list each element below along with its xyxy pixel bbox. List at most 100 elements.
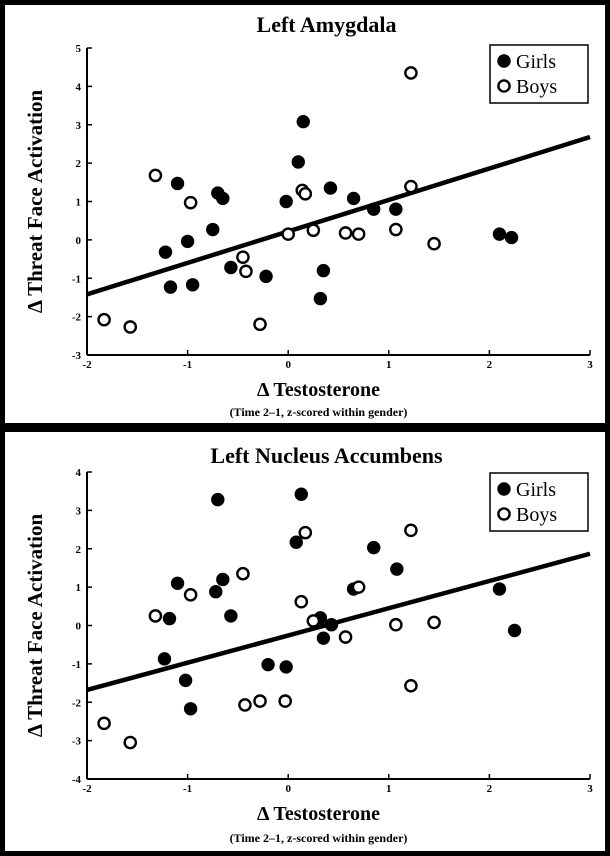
data-point-girls	[216, 191, 230, 206]
y-tick-label: 1	[76, 197, 82, 209]
data-point-girls	[259, 269, 273, 284]
data-point-boys	[253, 317, 267, 332]
data-point-girls	[211, 492, 225, 507]
series-boys	[97, 523, 441, 750]
data-point-boys	[238, 698, 252, 712]
data-point-girls	[316, 631, 331, 645]
data-point-boys	[294, 594, 309, 609]
y-axis-label: Δ Threat Face Activation	[23, 514, 47, 738]
data-point-boys	[338, 226, 353, 240]
y-tick-label: -4	[72, 774, 82, 786]
y-tick-label: -1	[72, 659, 81, 671]
data-point-boys	[389, 617, 403, 632]
series-boys	[97, 66, 441, 334]
data-point-girls	[170, 576, 185, 590]
y-tick-label: -3	[72, 350, 82, 362]
data-point-girls	[170, 176, 185, 191]
data-point-boys	[389, 222, 403, 237]
x-tick-label: 1	[386, 359, 392, 371]
x-tick-label: -1	[183, 783, 192, 795]
data-point-girls	[346, 191, 361, 206]
data-point-girls	[279, 194, 293, 209]
data-point-girls	[291, 155, 305, 169]
data-point-girls	[367, 202, 381, 216]
data-point-boys	[427, 236, 441, 251]
x-tick-label: 2	[487, 359, 493, 371]
data-point-girls	[209, 585, 223, 599]
data-point-boys	[123, 735, 138, 750]
data-point-boys	[404, 66, 418, 80]
y-tick-label: 2	[76, 158, 82, 170]
legend-marker-boys	[497, 507, 511, 521]
x-tick-label: 2	[487, 783, 493, 795]
data-point-girls	[296, 114, 310, 129]
data-point-girls	[316, 263, 331, 278]
x-tick-label: 3	[587, 783, 593, 795]
x-axis-label: Δ Testosterone	[257, 803, 380, 825]
data-point-boys	[236, 250, 250, 264]
data-point-girls	[390, 562, 404, 576]
legend-label-girls: Girls	[516, 51, 556, 73]
data-point-boys	[97, 716, 111, 731]
data-point-girls	[206, 222, 220, 237]
x-tick-label: 0	[285, 783, 291, 795]
y-tick-label: -2	[72, 312, 82, 324]
y-tick-label: 2	[76, 544, 82, 556]
x-tick-label: 0	[285, 359, 291, 371]
legend-label-boys: Boys	[516, 76, 557, 98]
y-axis-label: Δ Threat Face Activation	[23, 90, 47, 314]
x-axis-sublabel: (Time 2–1, z-scored within gender)	[230, 831, 408, 845]
data-point-girls	[492, 227, 507, 241]
data-point-girls	[323, 181, 338, 195]
legend-box	[489, 472, 589, 532]
legend-box	[489, 44, 589, 104]
legend-marker-girls	[497, 482, 511, 496]
data-point-girls	[504, 230, 519, 245]
data-point-boys	[123, 320, 138, 334]
data-point-girls	[389, 202, 403, 216]
data-point-boys	[239, 264, 253, 279]
chart-title: Left Amygdala	[257, 12, 397, 37]
y-tick-label: 0	[76, 235, 82, 247]
data-point-girls	[185, 278, 200, 292]
data-point-girls	[158, 245, 173, 259]
legend-label-boys: Boys	[516, 504, 557, 526]
y-tick-label: -3	[72, 736, 82, 748]
data-point-boys	[183, 588, 198, 602]
data-point-girls	[163, 280, 178, 294]
data-point-boys	[281, 227, 296, 241]
data-point-girls	[507, 623, 522, 638]
data-point-boys	[404, 523, 418, 538]
y-tick-label: 4	[76, 467, 82, 479]
data-point-boys	[278, 694, 292, 708]
data-point-boys	[306, 614, 321, 628]
y-tick-label: 1	[76, 582, 82, 594]
data-point-girls	[162, 611, 177, 626]
data-point-boys	[183, 195, 198, 210]
data-point-boys	[148, 168, 163, 183]
x-tick-label: -2	[82, 783, 92, 795]
data-point-girls	[261, 657, 275, 672]
legend: Girls Boys	[489, 44, 589, 104]
chart-title: Left Nucleus Accumbens	[210, 443, 443, 468]
data-point-girls	[289, 535, 303, 549]
x-tick-label: 1	[386, 783, 392, 795]
x-tick-label: -1	[183, 359, 192, 371]
data-point-boys	[351, 580, 366, 594]
data-point-girls	[279, 660, 293, 674]
series-girls	[157, 487, 522, 716]
y-tick-label: 3	[76, 505, 82, 517]
x-axis-label: Δ Testosterone	[257, 379, 380, 401]
data-point-boys	[253, 694, 267, 708]
legend: Girls Boys	[489, 472, 589, 532]
data-point-girls	[178, 673, 193, 688]
data-point-boys	[298, 525, 313, 540]
chart-panel-2: Left Nucleus Accumbens -4 -3 -2 -1 0 1 2 3 4 -2 -1 0…	[5, 432, 605, 851]
data-point-boys	[404, 678, 418, 693]
data-point-boys	[298, 187, 313, 201]
data-point-boys	[427, 615, 441, 630]
y-tick-label: 3	[76, 120, 82, 132]
data-point-boys	[404, 179, 418, 194]
